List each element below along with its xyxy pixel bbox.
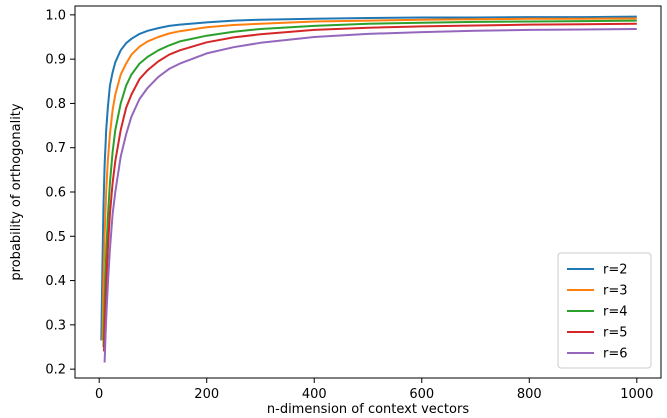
y-tick-label: 0.8: [45, 97, 66, 112]
x-tick-label: 1000: [620, 387, 653, 402]
series-line-1: [100, 15, 637, 341]
series-line-4: [103, 22, 637, 352]
legend-label: r=6: [603, 347, 628, 362]
series-lines: [100, 15, 637, 363]
plot-area: [74, 5, 662, 379]
y-axis: 0.2 0.3 0.4 0.5 0.6 0.7 0.8 0.9 1.0: [45, 8, 75, 378]
series-line-3: [102, 19, 637, 348]
x-tick-label: 0: [95, 387, 103, 402]
series-line-2: [101, 17, 637, 341]
legend-label: r=4: [603, 305, 628, 320]
x-tick-label: 800: [517, 387, 542, 402]
y-tick-label: 0.4: [45, 274, 66, 289]
x-tick-label: 600: [409, 387, 434, 402]
series-line-5: [103, 28, 637, 363]
x-tick-label: 400: [302, 387, 327, 402]
y-axis-label: probability of orthogonality: [9, 103, 24, 280]
y-tick-label: 0.2: [45, 363, 66, 378]
x-axis-label: n-dimension of context vectors: [267, 402, 469, 417]
x-axis: 0 200 400 600 800 1000: [95, 378, 653, 402]
legend-label: r=2: [603, 263, 628, 278]
y-tick-label: 1.0: [45, 8, 66, 23]
legend-box: [557, 252, 652, 369]
legend: r=2 r=3 r=4 r=5 r=6: [557, 252, 652, 369]
y-tick-label: 0.5: [45, 230, 66, 245]
legend-label: r=5: [603, 326, 628, 341]
y-tick-label: 0.3: [45, 318, 66, 333]
y-tick-label: 0.6: [45, 186, 66, 201]
legend-label: r=3: [603, 284, 628, 299]
x-tick-label: 200: [194, 387, 219, 402]
y-tick-label: 0.7: [45, 141, 66, 156]
y-tick-label: 0.9: [45, 53, 66, 68]
